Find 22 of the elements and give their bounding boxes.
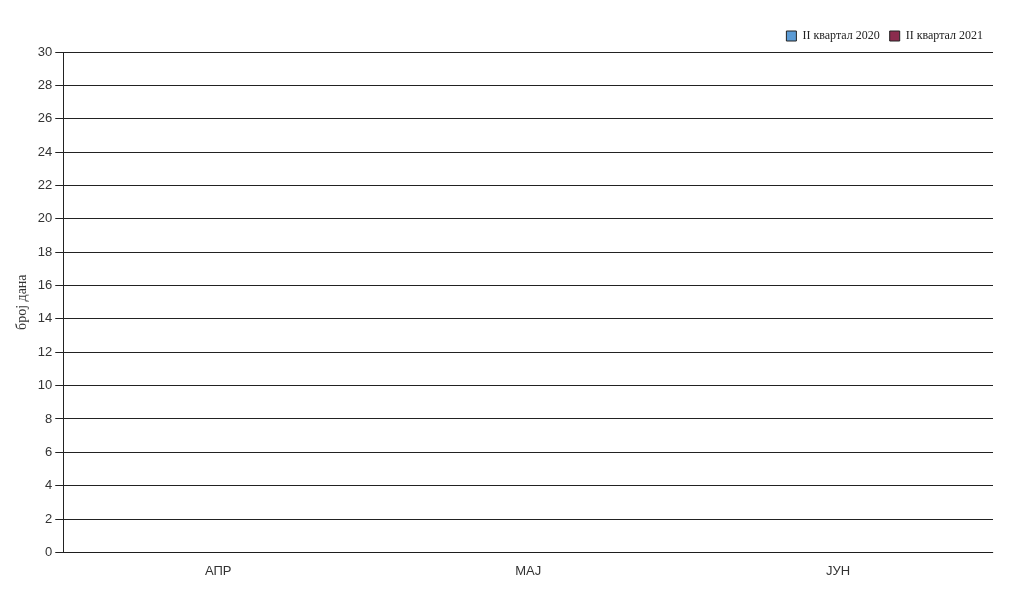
- y-tick-label: 8: [45, 410, 53, 426]
- y-tick-label: 26: [37, 110, 53, 126]
- x-tick-label: АПР: [204, 562, 232, 578]
- y-tick-label: 4: [45, 477, 53, 493]
- y-tick-label: 20: [37, 210, 53, 226]
- x-tick-label: ЈУН: [825, 562, 851, 578]
- y-tick-label: 22: [37, 177, 53, 193]
- y-tick-label: 6: [45, 443, 53, 459]
- y-tick-label: 30: [37, 43, 53, 59]
- y-tick-label: 2: [45, 510, 53, 526]
- legend-label: II квартал 2021: [905, 28, 983, 43]
- y-tick-label: 24: [37, 143, 53, 159]
- y-tick-label: 16: [37, 277, 53, 293]
- x-tick-label: МАЈ: [515, 562, 542, 578]
- y-tick-label: 28: [37, 76, 53, 92]
- y-tick-label: 14: [37, 310, 53, 326]
- y-tick-label: 12: [37, 343, 53, 359]
- legend-label: II квартал 2020: [802, 28, 880, 43]
- y-tick-label: 10: [37, 377, 53, 393]
- y-tick-label: 18: [37, 243, 53, 259]
- y-axis-title: број дана: [14, 273, 30, 330]
- y-tick-label: 0: [45, 543, 53, 559]
